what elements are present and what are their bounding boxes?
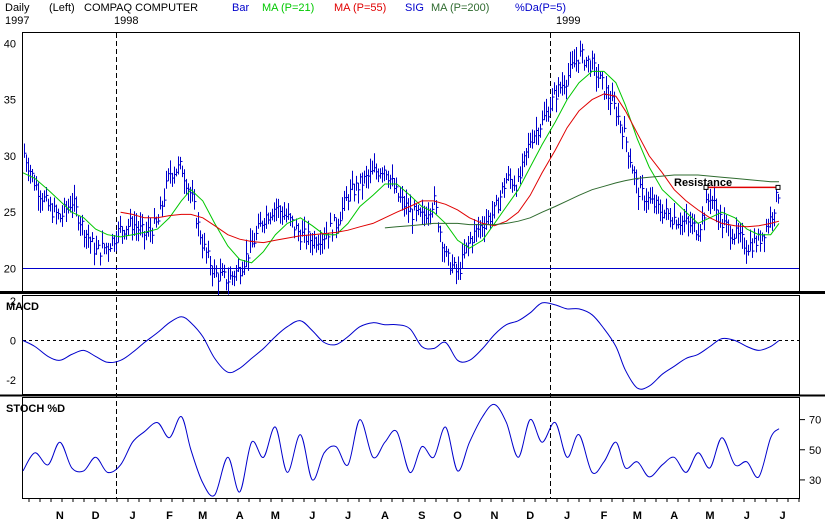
month-label-2: J [129,510,135,522]
month-label-1: D [92,510,100,522]
stoch-layer [22,403,780,497]
price-tick-30: 30 [4,151,16,163]
legend-ma200: MA (P=200) [431,2,489,14]
price-tick-35: 35 [4,95,16,107]
legend-pctd: %Da(P=5) [515,2,566,14]
month-label-16: M [633,510,642,522]
month-label-11: O [453,510,462,522]
ma55-line [120,93,780,244]
price-tick-20: 20 [4,263,16,275]
month-label-20: J [780,510,786,522]
month-label-14: J [564,510,570,522]
ma21-line [22,70,780,264]
ma200-line [384,174,779,229]
month-label-9: A [381,510,389,522]
scale-label: (Left) [49,2,75,14]
macd-panel-label: MACD [6,301,39,313]
macd-tick--2: -2 [6,375,16,387]
macd-panel [22,295,800,395]
macd-tick-0: 0 [10,336,16,348]
stoch-tick-50: 50 [809,445,821,457]
macd-line [22,302,780,390]
year-1998-label: 1998 [114,15,138,27]
month-label-13: D [526,510,534,522]
month-label-3: F [166,510,173,522]
axis-layer: 20 25 30 35 40 -2 0 2 30 50 70 N D J F M A M J J A S O N D J F M A M J… [4,38,822,522]
month-label-4: M [198,510,207,522]
macd-layer [22,302,799,390]
symbol-label: COMPAQ COMPUTER [84,2,198,14]
month-label-5: A [236,510,244,522]
month-label-7: J [309,510,315,522]
price-panel [22,32,800,292]
legend-ma55: MA (P=55) [334,2,386,14]
period-label: Daily [5,2,30,14]
stoch-tick-70: 70 [809,415,821,427]
price-tick-40: 40 [4,38,16,50]
month-label-6: M [271,510,280,522]
month-label-0: N [56,510,64,522]
resistance-end-marker [775,184,781,190]
legend-ma21: MA (P=21) [262,2,314,14]
stoch-line [22,403,780,497]
month-label-19: J [744,510,750,522]
month-label-10: S [418,510,425,522]
month-label-15: F [601,510,608,522]
month-label-17: A [670,510,678,522]
macd-tick-2: 2 [10,296,16,308]
legend-sig: SIG [405,2,424,14]
resistance-start-marker [703,184,709,190]
stoch-panel-label: STOCH %D [6,403,65,415]
price-layer [22,40,781,295]
month-label-18: M [705,510,714,522]
grid-layer [23,33,799,498]
resistance-label: Resistance [674,177,732,189]
legend-bar: Bar [232,2,249,14]
year-1999-label: 1999 [556,15,580,27]
price-tick-25: 25 [4,207,16,219]
stoch-tick-30: 30 [809,475,821,487]
month-label-8: J [345,510,351,522]
month-label-12: N [490,510,498,522]
start-year-label: 1997 [5,15,29,27]
stoch-panel [22,397,800,499]
